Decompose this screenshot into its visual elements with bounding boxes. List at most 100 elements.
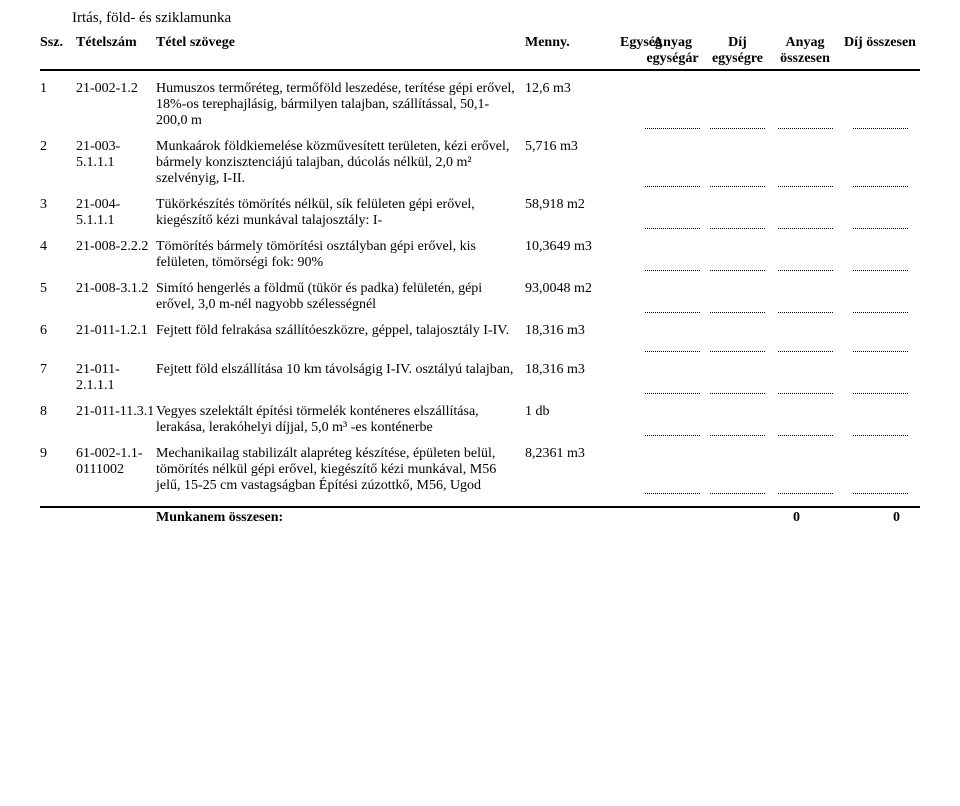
dotline [710, 302, 765, 313]
totals-anyag: 0 [730, 510, 820, 526]
page: Irtás, föld- és sziklamunka Ssz. Tételsz… [0, 0, 960, 806]
dotline [645, 425, 700, 436]
cell-szoveg: Mechanikailag stabilizált alapréteg kész… [156, 446, 525, 494]
cell-dots [770, 239, 840, 271]
dotline [645, 176, 700, 187]
cell-ssz: 9 [40, 446, 76, 494]
cell-menny: 8,2361 m3 [525, 446, 620, 494]
cell-egyseg-spacer [620, 81, 640, 129]
dotline [645, 118, 700, 129]
dotline [710, 341, 765, 352]
totals-spacer [40, 510, 156, 526]
cell-tetelszam: 21-004-5.1.1.1 [76, 197, 156, 229]
header-dij-egysegre-l2: egységre [705, 51, 770, 67]
section-title: Irtás, föld- és sziklamunka [72, 10, 920, 27]
header-anyag-osszesen: Anyag összesen [770, 35, 840, 67]
dotline [710, 483, 765, 494]
dotline [853, 218, 908, 229]
cell-dots [840, 239, 920, 271]
cell-ssz: 8 [40, 404, 76, 436]
cell-egyseg: m3 [567, 446, 585, 461]
header-tetelszam: Tételszám [76, 35, 156, 67]
cell-ssz: 2 [40, 139, 76, 187]
cell-dots [840, 81, 920, 129]
table-row: 821-011-11.3.1Vegyes szelektált építési … [40, 394, 920, 436]
cell-egyseg-spacer [620, 323, 640, 352]
cell-dots [705, 139, 770, 187]
cell-szoveg: Vegyes szelektált építési törmelék konté… [156, 404, 525, 436]
cell-dots [770, 323, 840, 352]
dotline [778, 118, 833, 129]
table-row: 421-008-2.2.2Tömörítés bármely tömörítés… [40, 229, 920, 271]
cell-menny: 93,0048 m2 [525, 281, 620, 313]
cell-dots [770, 139, 840, 187]
cell-tetelszam: 21-002-1.2 [76, 81, 156, 129]
dotline [778, 425, 833, 436]
cell-szoveg: Fejtett föld elszállítása 10 km távolság… [156, 362, 525, 394]
cell-egyseg-spacer [620, 446, 640, 494]
dotline [853, 425, 908, 436]
cell-dots [770, 404, 840, 436]
cell-menny: 1 db [525, 404, 620, 436]
cell-egyseg: m2 [567, 197, 585, 212]
cell-menny-value: 5,716 [525, 139, 557, 154]
cell-dots [640, 323, 705, 352]
cell-ssz: 3 [40, 197, 76, 229]
cell-dots [705, 323, 770, 352]
cell-dots [705, 281, 770, 313]
cell-dots [770, 446, 840, 494]
dotline [645, 260, 700, 271]
cell-egyseg-spacer [620, 404, 640, 436]
cell-szoveg: Tükörkészítés tömörítés nélkül, sík felü… [156, 197, 525, 229]
dotline [778, 176, 833, 187]
dotline [710, 118, 765, 129]
cell-egyseg: m3 [567, 362, 585, 377]
header-anyag-osszesen-l1: Anyag [770, 35, 840, 51]
dotline [853, 302, 908, 313]
cell-menny-value: 18,316 [525, 362, 564, 377]
header-anyag-egysegar-l1: Anyag [640, 35, 705, 51]
dotline [853, 260, 908, 271]
dotline [710, 176, 765, 187]
dotline [645, 341, 700, 352]
dotline [778, 260, 833, 271]
cell-dots [640, 139, 705, 187]
dotline [853, 118, 908, 129]
cell-menny-value: 12,6 [525, 81, 550, 96]
header-dij-osszesen: Díj összesen [840, 35, 920, 67]
rows-container: 121-002-1.2Humuszos termőréteg, termőföl… [40, 71, 920, 494]
cell-dots [640, 197, 705, 229]
totals-label: Munkanem összesen: [156, 510, 730, 526]
dotline [853, 483, 908, 494]
dotline [710, 260, 765, 271]
cell-dots [840, 362, 920, 394]
cell-dots [770, 362, 840, 394]
cell-tetelszam: 21-011-11.3.1 [76, 404, 156, 436]
cell-dots [640, 239, 705, 271]
cell-menny: 12,6 m3 [525, 81, 620, 129]
dotline [778, 383, 833, 394]
cell-szoveg: Munkaárok földkiemelése közművesített te… [156, 139, 525, 187]
dotline [778, 483, 833, 494]
cell-menny: 5,716 m3 [525, 139, 620, 187]
cell-ssz: 1 [40, 81, 76, 129]
dotline [645, 483, 700, 494]
cell-menny-value: 10,3649 [525, 239, 571, 254]
cell-dots [770, 197, 840, 229]
header-dij-egysegre-l1: Díj [705, 35, 770, 51]
cell-menny: 58,918 m2 [525, 197, 620, 229]
cell-dots [705, 446, 770, 494]
cell-tetelszam: 21-008-2.2.2 [76, 239, 156, 271]
table-row: 621-011-1.2.1Fejtett föld felrakása szál… [40, 313, 920, 352]
cell-egyseg-spacer [620, 281, 640, 313]
cell-menny-value: 58,918 [525, 197, 564, 212]
totals-dij: 0 [820, 510, 920, 526]
dotline [778, 341, 833, 352]
cell-szoveg: Tömörítés bármely tömörítési osztályban … [156, 239, 525, 271]
cell-ssz: 6 [40, 323, 76, 352]
cell-dots [840, 281, 920, 313]
cell-menny-value: 1 [525, 404, 532, 419]
cell-dots [840, 446, 920, 494]
cell-menny: 18,316 m3 [525, 362, 620, 394]
cell-dots [640, 362, 705, 394]
